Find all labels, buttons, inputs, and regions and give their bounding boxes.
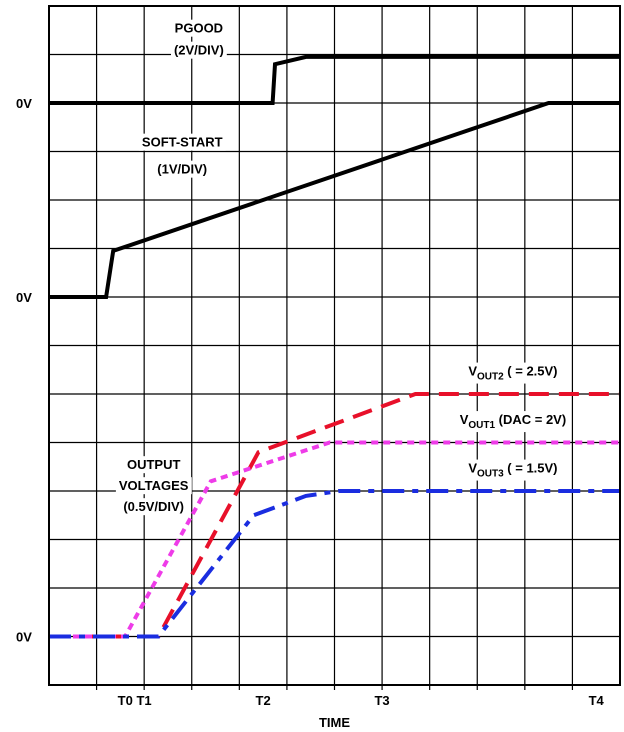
output-voltages-label-bg [120, 498, 188, 516]
pgood-label-bg [170, 41, 227, 59]
series-label-bg [465, 459, 561, 481]
pgood-label: PGOOD (2V/DIV) [170, 19, 227, 59]
soft-start-label: SOFT-START (1V/DIV) [138, 133, 226, 178]
output-voltages-label-bg [115, 477, 192, 495]
zero-volt-label: 0V [16, 630, 32, 645]
x-tick-label: T4 [589, 693, 605, 708]
series-vout1-label: VOUT1 (DAC = 2V) [460, 412, 567, 431]
soft-start-label-line: (1V/DIV) [157, 162, 207, 177]
x-tick-label: T2 [256, 693, 271, 708]
series-label-bg [465, 362, 561, 384]
soft-start-label-bg [154, 160, 211, 178]
output-voltages-label: OUTPUT VOLTAGES (0.5V/DIV) [115, 456, 192, 516]
label-vout1: VOUT1 (DAC = 2V) [456, 411, 570, 433]
soft-start-label-line: SOFT-START [142, 135, 223, 150]
output-voltages-label-bg [123, 456, 184, 474]
label-vout3: VOUT3 ( = 1.5V) [465, 459, 561, 481]
zero-volt-label: 0V [16, 290, 32, 305]
series-soft-start-line [49, 101, 620, 299]
series-vout3-line [49, 489, 620, 639]
label-vout2: VOUT2 ( = 2.5V) [465, 362, 561, 384]
series-pgood-line [49, 54, 620, 105]
output-voltages-label-line: VOLTAGES [119, 478, 189, 493]
output-voltages-label-line: OUTPUT [127, 457, 181, 472]
pgood-label-line: PGOOD [175, 21, 223, 36]
soft-start-label-bg [138, 133, 226, 151]
output-voltages-label-line: (0.5V/DIV) [123, 499, 184, 514]
x-tick-label: T0 T1 [118, 693, 152, 708]
labels-layer: PGOOD (2V/DIV) SOFT-START (1V/DIV) OUTPUT VOL… [16, 19, 605, 730]
series-label-bg [456, 411, 570, 433]
plot-frame [48, 5, 621, 686]
series-vout3-label: VOUT3 ( = 1.5V) [468, 461, 557, 480]
series-vout2-label: VOUT2 ( = 2.5V) [468, 364, 557, 383]
series-layer [49, 54, 620, 639]
x-tick-label: T3 [374, 693, 389, 708]
zero-volt-label: 0V [16, 96, 32, 111]
x-axis-label: TIME [319, 715, 350, 730]
pgood-label-bg [171, 19, 227, 37]
pgood-label-line: (2V/DIV) [174, 43, 224, 58]
